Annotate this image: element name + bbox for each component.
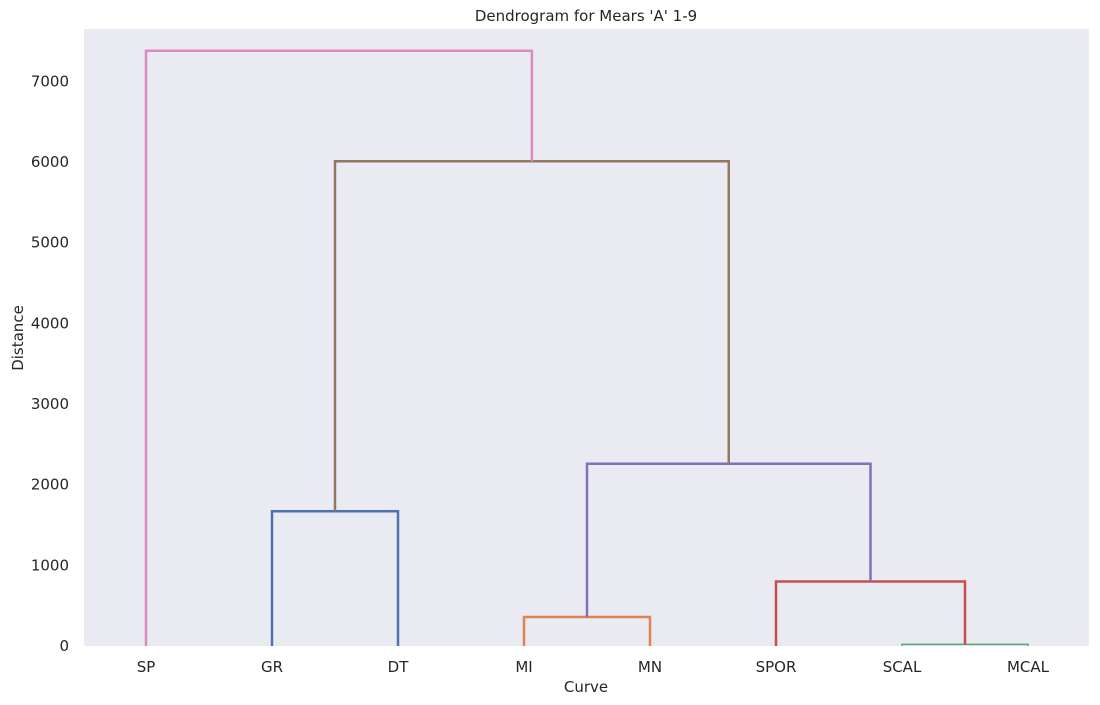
y-tick-label: 2000: [31, 476, 69, 494]
x-tick-label: SP: [137, 658, 156, 676]
y-tick-label: 4000: [31, 314, 69, 332]
y-tick-label: 0: [59, 637, 69, 655]
x-axis-ticks: SP GR DT MI MN SPOR SCAL MCAL: [137, 658, 1050, 676]
y-tick-label: 7000: [31, 72, 69, 90]
y-tick-label: 5000: [31, 234, 69, 252]
x-tick-label: SPOR: [756, 658, 797, 676]
x-axis-label: Curve: [564, 678, 608, 696]
y-tick-label: 6000: [31, 153, 69, 171]
dendrogram-link: [585, 462, 872, 617]
y-tick-label: 1000: [31, 556, 69, 574]
dendrogram-link: [901, 643, 1029, 646]
x-tick-label: DT: [388, 658, 410, 676]
x-tick-label: GR: [261, 658, 283, 676]
dendrogram-link: [522, 615, 652, 646]
x-tick-label: MI: [515, 658, 532, 676]
x-tick-label: MCAL: [1007, 658, 1050, 676]
y-axis-ticks: 0 1000 2000 3000 4000 5000 6000 7000: [31, 72, 69, 655]
dendrogram-links: [144, 49, 1029, 646]
dendrogram-link: [333, 160, 730, 512]
chart-title: Dendrogram for Mears 'A' 1-9: [475, 7, 697, 25]
y-axis-label: Distance: [9, 305, 27, 371]
y-tick-label: 3000: [31, 395, 69, 413]
dendrogram-link: [270, 510, 400, 646]
x-tick-label: MN: [638, 658, 662, 676]
x-tick-label: SCAL: [883, 658, 922, 676]
dendrogram-link: [144, 49, 534, 646]
